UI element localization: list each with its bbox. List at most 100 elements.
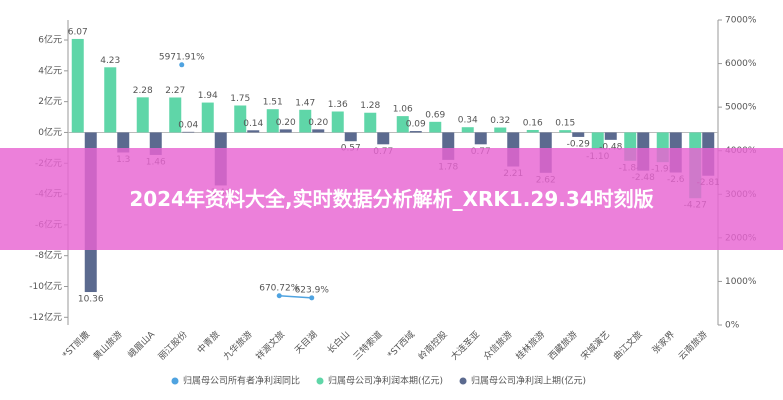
y-tick-label: -12亿元 [29, 311, 62, 323]
bar [559, 130, 572, 133]
bar [117, 132, 130, 153]
bar [234, 105, 247, 133]
x-tick-label: 长白山 [325, 328, 353, 356]
bar [104, 67, 117, 133]
y2-tick-label: 5000% [725, 103, 757, 113]
bar [344, 132, 357, 142]
x-tick-label: *ST凯撒 [60, 328, 92, 360]
x-tick-label: 岭南控股 [416, 328, 450, 362]
data-label: 0.14 [243, 119, 263, 129]
y2-tick-label: 6000% [725, 59, 757, 69]
data-label: 0.04 [178, 120, 198, 130]
legend-label: 归属母公司净利润本期(亿元) [328, 375, 443, 387]
legend-marker [171, 377, 179, 385]
data-label: 2.28 [133, 86, 153, 96]
legend-marker [459, 377, 467, 385]
x-tick-label: 黄山旅游 [91, 328, 125, 362]
data-label: 1.36 [328, 100, 348, 110]
x-tick-label: 云南旅游 [676, 328, 710, 362]
bar [604, 132, 617, 140]
legend-item: 归属母公司所有者净利润同比 [171, 375, 300, 387]
bar [182, 131, 195, 133]
data-label: 0.09 [406, 120, 426, 130]
data-label: 1.94 [198, 91, 218, 101]
bar [136, 97, 149, 133]
x-tick-label: 三特索道 [351, 328, 385, 362]
x-tick-label: 中青旅 [195, 328, 223, 356]
data-label: 10.36 [78, 295, 104, 305]
data-label: 670.72% [259, 283, 299, 293]
bar [331, 111, 344, 133]
y-tick-label: 0亿元 [38, 126, 62, 138]
y-tick-label: -10亿元 [29, 280, 62, 292]
line [279, 295, 312, 299]
bar [591, 132, 604, 150]
line-point [179, 62, 185, 68]
bar [494, 127, 507, 133]
x-tick-label: 九华旅游 [221, 328, 255, 362]
legend-label: 归属母公司所有者净利润同比 [183, 375, 300, 387]
x-tick-label: 祥源文旅 [253, 328, 287, 362]
bar [201, 102, 214, 133]
data-label: 0.20 [276, 118, 296, 128]
y-tick-label: 4亿元 [38, 64, 62, 76]
y-tick-label: 6亿元 [38, 34, 62, 46]
bar [377, 132, 390, 145]
data-label: 2.27 [165, 86, 185, 96]
x-tick-label: 曲江文旅 [611, 328, 645, 362]
data-label: -0.48 [599, 142, 623, 152]
bar [429, 121, 442, 133]
legend-item: 归属母公司净利润上期(亿元) [459, 375, 586, 387]
x-tick-label: *ST西域 [385, 328, 417, 360]
bar [364, 112, 377, 133]
data-label: 6.07 [68, 27, 88, 37]
data-label: 0.69 [425, 110, 445, 120]
legend-label: 归属母公司净利润上期(亿元) [471, 375, 586, 387]
legend-marker [316, 377, 324, 385]
data-label: 1.28 [360, 101, 380, 111]
data-label: -0.29 [567, 139, 591, 149]
y2-tick-label: 7000% [725, 16, 757, 26]
data-label: 623.9% [295, 285, 330, 295]
data-label: 1.06 [393, 105, 413, 115]
y-tick-label: -8亿元 [35, 249, 62, 261]
y2-tick-label: 1000% [725, 277, 757, 287]
bar [409, 131, 422, 133]
data-label: 0.16 [523, 118, 543, 128]
data-label: 1.47 [295, 98, 315, 108]
x-tick-label: 西藏旅游 [546, 328, 580, 362]
x-tick-label: 宋城演艺 [578, 328, 612, 362]
data-label: 0.34 [458, 116, 478, 126]
data-label: 1.51 [263, 98, 283, 108]
bar [299, 109, 312, 133]
bar [279, 129, 292, 133]
x-tick-label: 众信旅游 [481, 328, 515, 362]
x-tick-label: 天目湖 [293, 329, 320, 356]
x-tick-label: 桂林旅游 [513, 328, 547, 362]
x-tick-label: 张家界 [650, 328, 678, 356]
y-tick-label: 2亿元 [38, 95, 62, 107]
bar [526, 129, 539, 133]
x-tick-label: 峨眉山A [125, 328, 158, 361]
bar [474, 132, 487, 145]
overlay-banner: 2024年资料大全,实时数据分析解析_XRK1.29.34时刻版 [0, 148, 783, 250]
data-label: 1.75 [230, 94, 250, 104]
bar [396, 116, 409, 133]
bar [572, 132, 585, 137]
x-tick-label: 丽江股份 [156, 328, 190, 362]
data-label: 5971.91% [159, 52, 205, 62]
data-label: 4.23 [100, 56, 120, 66]
bar [247, 130, 260, 133]
bar [461, 127, 474, 133]
data-label: 0.32 [490, 116, 510, 126]
bar [71, 38, 84, 133]
data-label: 0.15 [555, 119, 575, 129]
x-tick-label: 大连圣亚 [448, 328, 482, 362]
bar [266, 109, 279, 133]
legend-item: 归属母公司净利润本期(亿元) [316, 375, 443, 387]
bar [169, 97, 182, 133]
bar [312, 129, 325, 133]
y2-tick-label: 0% [725, 321, 740, 331]
data-label: 0.20 [308, 118, 328, 128]
